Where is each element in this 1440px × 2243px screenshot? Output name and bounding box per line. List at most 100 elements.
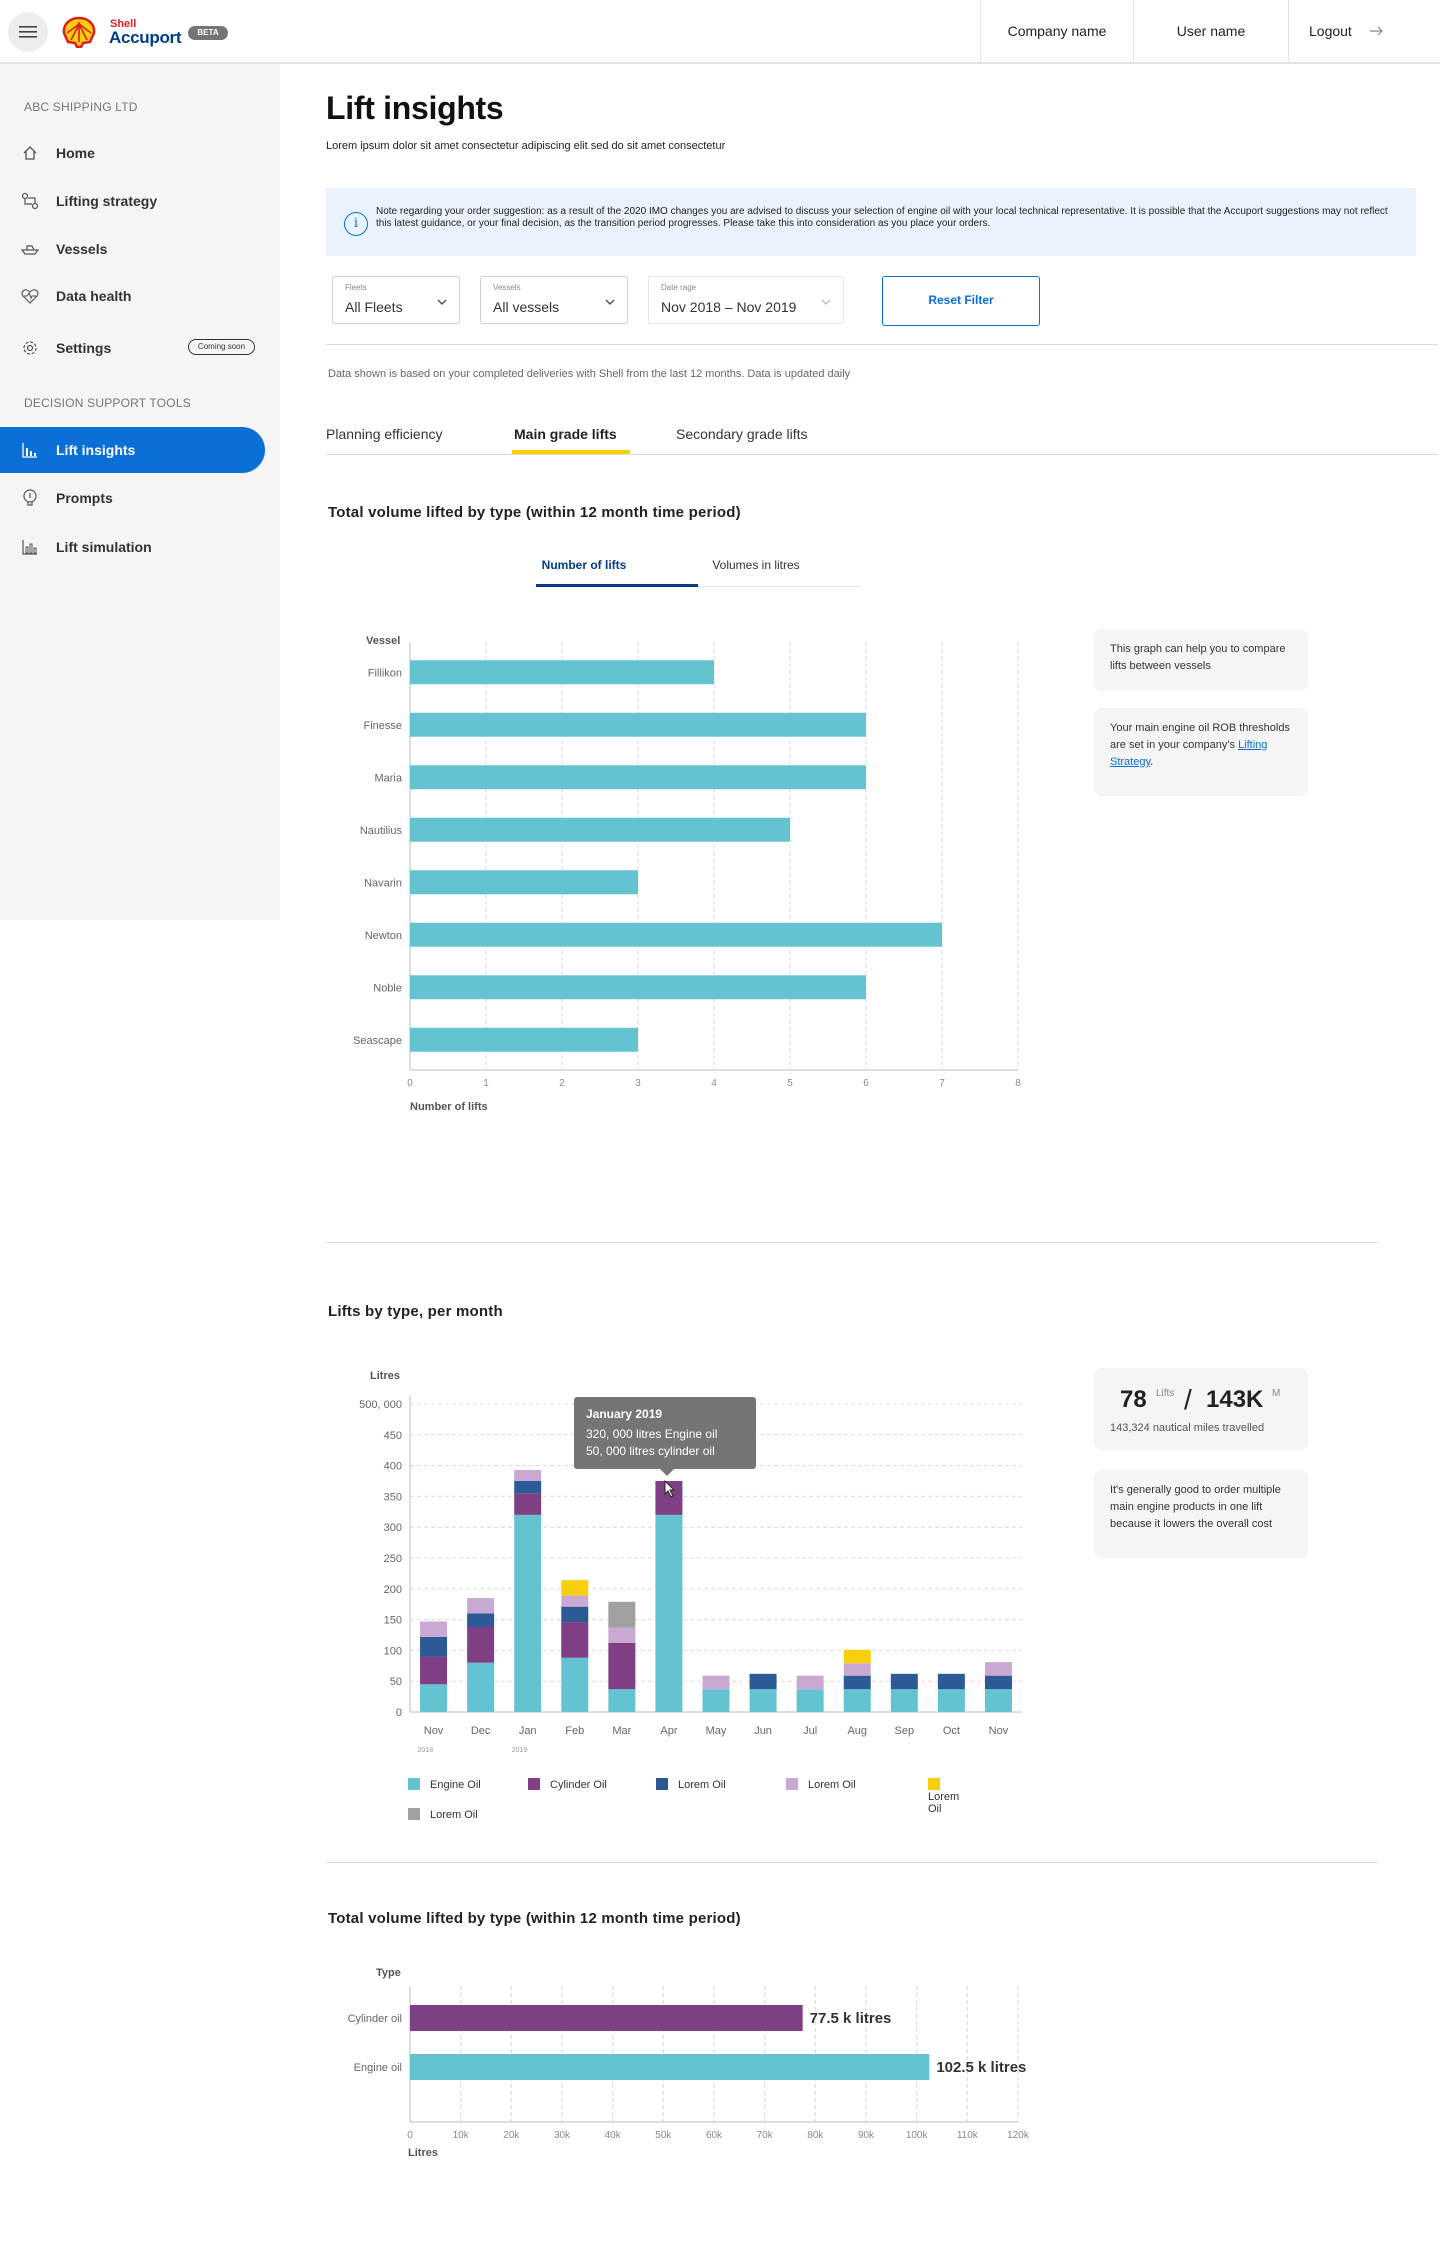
y-tick-label: Cylinder oil — [348, 2013, 402, 2025]
logout-button[interactable]: Logout — [1288, 0, 1440, 62]
lifts-stat-card: 78 Lifts / 143K M 143,324 nautical miles… — [1094, 1368, 1308, 1450]
bar-cylinder-oil — [410, 2005, 803, 2031]
home-icon — [20, 143, 40, 163]
info-card-end: . — [1150, 756, 1154, 768]
fleets-dropdown[interactable]: Fleets All Fleets — [332, 276, 460, 324]
stat-separator: / — [1184, 1384, 1192, 1415]
bar-segment-may-0 — [702, 1689, 730, 1712]
y-axis-label: Type — [376, 1967, 401, 1979]
x-tick-label: Nov — [424, 1725, 444, 1737]
x-tick-label: Mar — [612, 1725, 631, 1737]
bar-segment-aug-3 — [843, 1663, 871, 1676]
bar-segment-may-3 — [702, 1675, 730, 1690]
logout-label: Logout — [1309, 23, 1352, 39]
vessels-dropdown[interactable]: Vessels All vessels — [480, 276, 628, 324]
subtab-volumes-in-litres[interactable]: Volumes in litres — [712, 558, 800, 572]
chart-tooltip: January 2019 320, 000 litres Engine oil … — [574, 1397, 756, 1476]
legend-swatch — [786, 1778, 798, 1790]
sidebar-item-lift-simulation[interactable]: Lift simulation — [0, 524, 265, 570]
tooltip-line-engine-oil: 320, 000 litres Engine oil — [586, 1427, 718, 1441]
bar-segment-aug-4 — [843, 1649, 871, 1664]
x-tick-label: 120k — [1007, 2130, 1030, 2141]
arrow-right-icon — [1369, 26, 1383, 36]
tooltip-arrow — [660, 1469, 674, 1476]
legend-swatch — [656, 1778, 668, 1790]
shell-logo-icon[interactable] — [62, 16, 96, 48]
sidebar-item-vessels[interactable]: Vessels — [0, 226, 265, 272]
lifts-unit: Lifts — [1156, 1388, 1175, 1399]
sidebar-item-label: Lift insights — [56, 442, 136, 458]
vessels-caption: Vessels — [493, 283, 521, 292]
active-tab-indicator — [512, 450, 630, 454]
legend-item: Engine Oil — [408, 1778, 481, 1791]
subtab-number-of-lifts[interactable]: Number of lifts — [541, 558, 627, 572]
vessels-value: All vessels — [493, 299, 560, 315]
bar-segment-dec-3 — [467, 1598, 495, 1614]
bar-engine-oil — [410, 2054, 930, 2080]
legend-item: Lorem Oil — [656, 1778, 726, 1791]
x-tick-label: 50k — [655, 2130, 672, 2141]
legend-label: Lorem Oil — [928, 1791, 960, 1815]
info-card-cost-tip: It's generally good to order multiple ma… — [1094, 1470, 1308, 1558]
simulation-icon — [20, 537, 40, 557]
bar-navarin — [410, 870, 638, 895]
sidebar-item-label: Data health — [56, 288, 132, 304]
bar-maria — [410, 765, 866, 790]
bar-segment-apr-0 — [655, 1514, 683, 1712]
bar-seascape — [410, 1027, 638, 1052]
section-title-volume-by-type: Total volume lifted by type (within 12 m… — [328, 1910, 741, 1927]
bar-segment-oct-0 — [937, 1689, 965, 1712]
sidebar-item-label: Lift simulation — [56, 539, 152, 555]
bar-segment-mar-3 — [608, 1627, 636, 1644]
subtabs-divider — [536, 586, 860, 587]
x-tick-label: 7 — [939, 1078, 945, 1089]
sidebar-item-data-health[interactable]: Data health — [0, 273, 265, 319]
tab-main-grade-lifts[interactable]: Main grade lifts — [514, 426, 617, 442]
x-axis-label: Litres — [408, 2147, 438, 2159]
info-card-rob-thresholds: Your main engine oil ROB thresholds are … — [1094, 708, 1308, 796]
y-axis-label: Litres — [370, 1370, 400, 1382]
bar-segment-nov-0 — [984, 1689, 1012, 1712]
bar-chart-icon — [20, 440, 40, 460]
lifting-strategy-link[interactable]: Lifting Strategy — [1110, 739, 1268, 768]
user-name-menu[interactable]: User name — [1133, 0, 1288, 62]
company-name-menu[interactable]: Company name — [980, 0, 1133, 62]
fleets-caption: Fleets — [345, 283, 367, 292]
sidebar-item-prompts[interactable]: Prompts — [0, 475, 265, 521]
bar-segment-jun-2 — [749, 1673, 777, 1690]
y-tick-label: 300 — [384, 1522, 402, 1534]
y-tick-label: 50 — [390, 1676, 402, 1688]
bar-segment-oct-2 — [937, 1673, 965, 1690]
x-tick-label: 70k — [757, 2130, 774, 2141]
hamburger-menu-button[interactable] — [8, 12, 48, 52]
y-tick-label: 350 — [384, 1491, 402, 1503]
reset-filter-button[interactable]: Reset Filter — [882, 276, 1040, 326]
x-tick-label: May — [706, 1725, 727, 1737]
bar-segment-mar-1 — [608, 1643, 636, 1690]
sidebar-item-home[interactable]: Home — [0, 130, 265, 176]
x-axis-label: Number of lifts — [410, 1101, 488, 1113]
date-range-caption: Date rage — [661, 283, 697, 292]
sidebar-item-lifting-strategy[interactable]: Lifting strategy — [0, 178, 265, 224]
tab-planning-efficiency[interactable]: Planning efficiency — [326, 426, 443, 442]
year-label: 2018 — [418, 1747, 434, 1754]
data-label: 77.5 k litres — [810, 2010, 892, 2027]
notice-banner: i Note regarding your order suggestion: … — [326, 188, 1416, 256]
bar-segment-jul-0 — [796, 1689, 824, 1712]
bar-segment-jan-0 — [514, 1514, 542, 1712]
y-tick-label: Noble — [373, 982, 402, 994]
bar-segment-dec-1 — [467, 1626, 495, 1663]
bar-segment-mar-5 — [608, 1601, 636, 1628]
x-tick-label: 20k — [503, 2130, 520, 2141]
y-tick-label: Nautilius — [360, 825, 403, 837]
x-tick-label: 30k — [554, 2130, 571, 2141]
legend-label: Lorem Oil — [678, 1779, 726, 1791]
sidebar-item-settings[interactable]: Settings Coming soon — [0, 325, 265, 371]
lightbulb-icon — [20, 488, 40, 508]
sidebar-item-label: Lifting strategy — [56, 193, 158, 209]
date-range-dropdown[interactable]: Date rage Nov 2018 – Nov 2019 — [648, 276, 844, 324]
legend-item: Lorem Oil — [408, 1808, 478, 1821]
tab-secondary-grade-lifts[interactable]: Secondary grade lifts — [676, 426, 808, 442]
sidebar-item-lift-insights[interactable]: Lift insights — [0, 427, 265, 473]
bar-segment-nov-2 — [420, 1636, 448, 1657]
